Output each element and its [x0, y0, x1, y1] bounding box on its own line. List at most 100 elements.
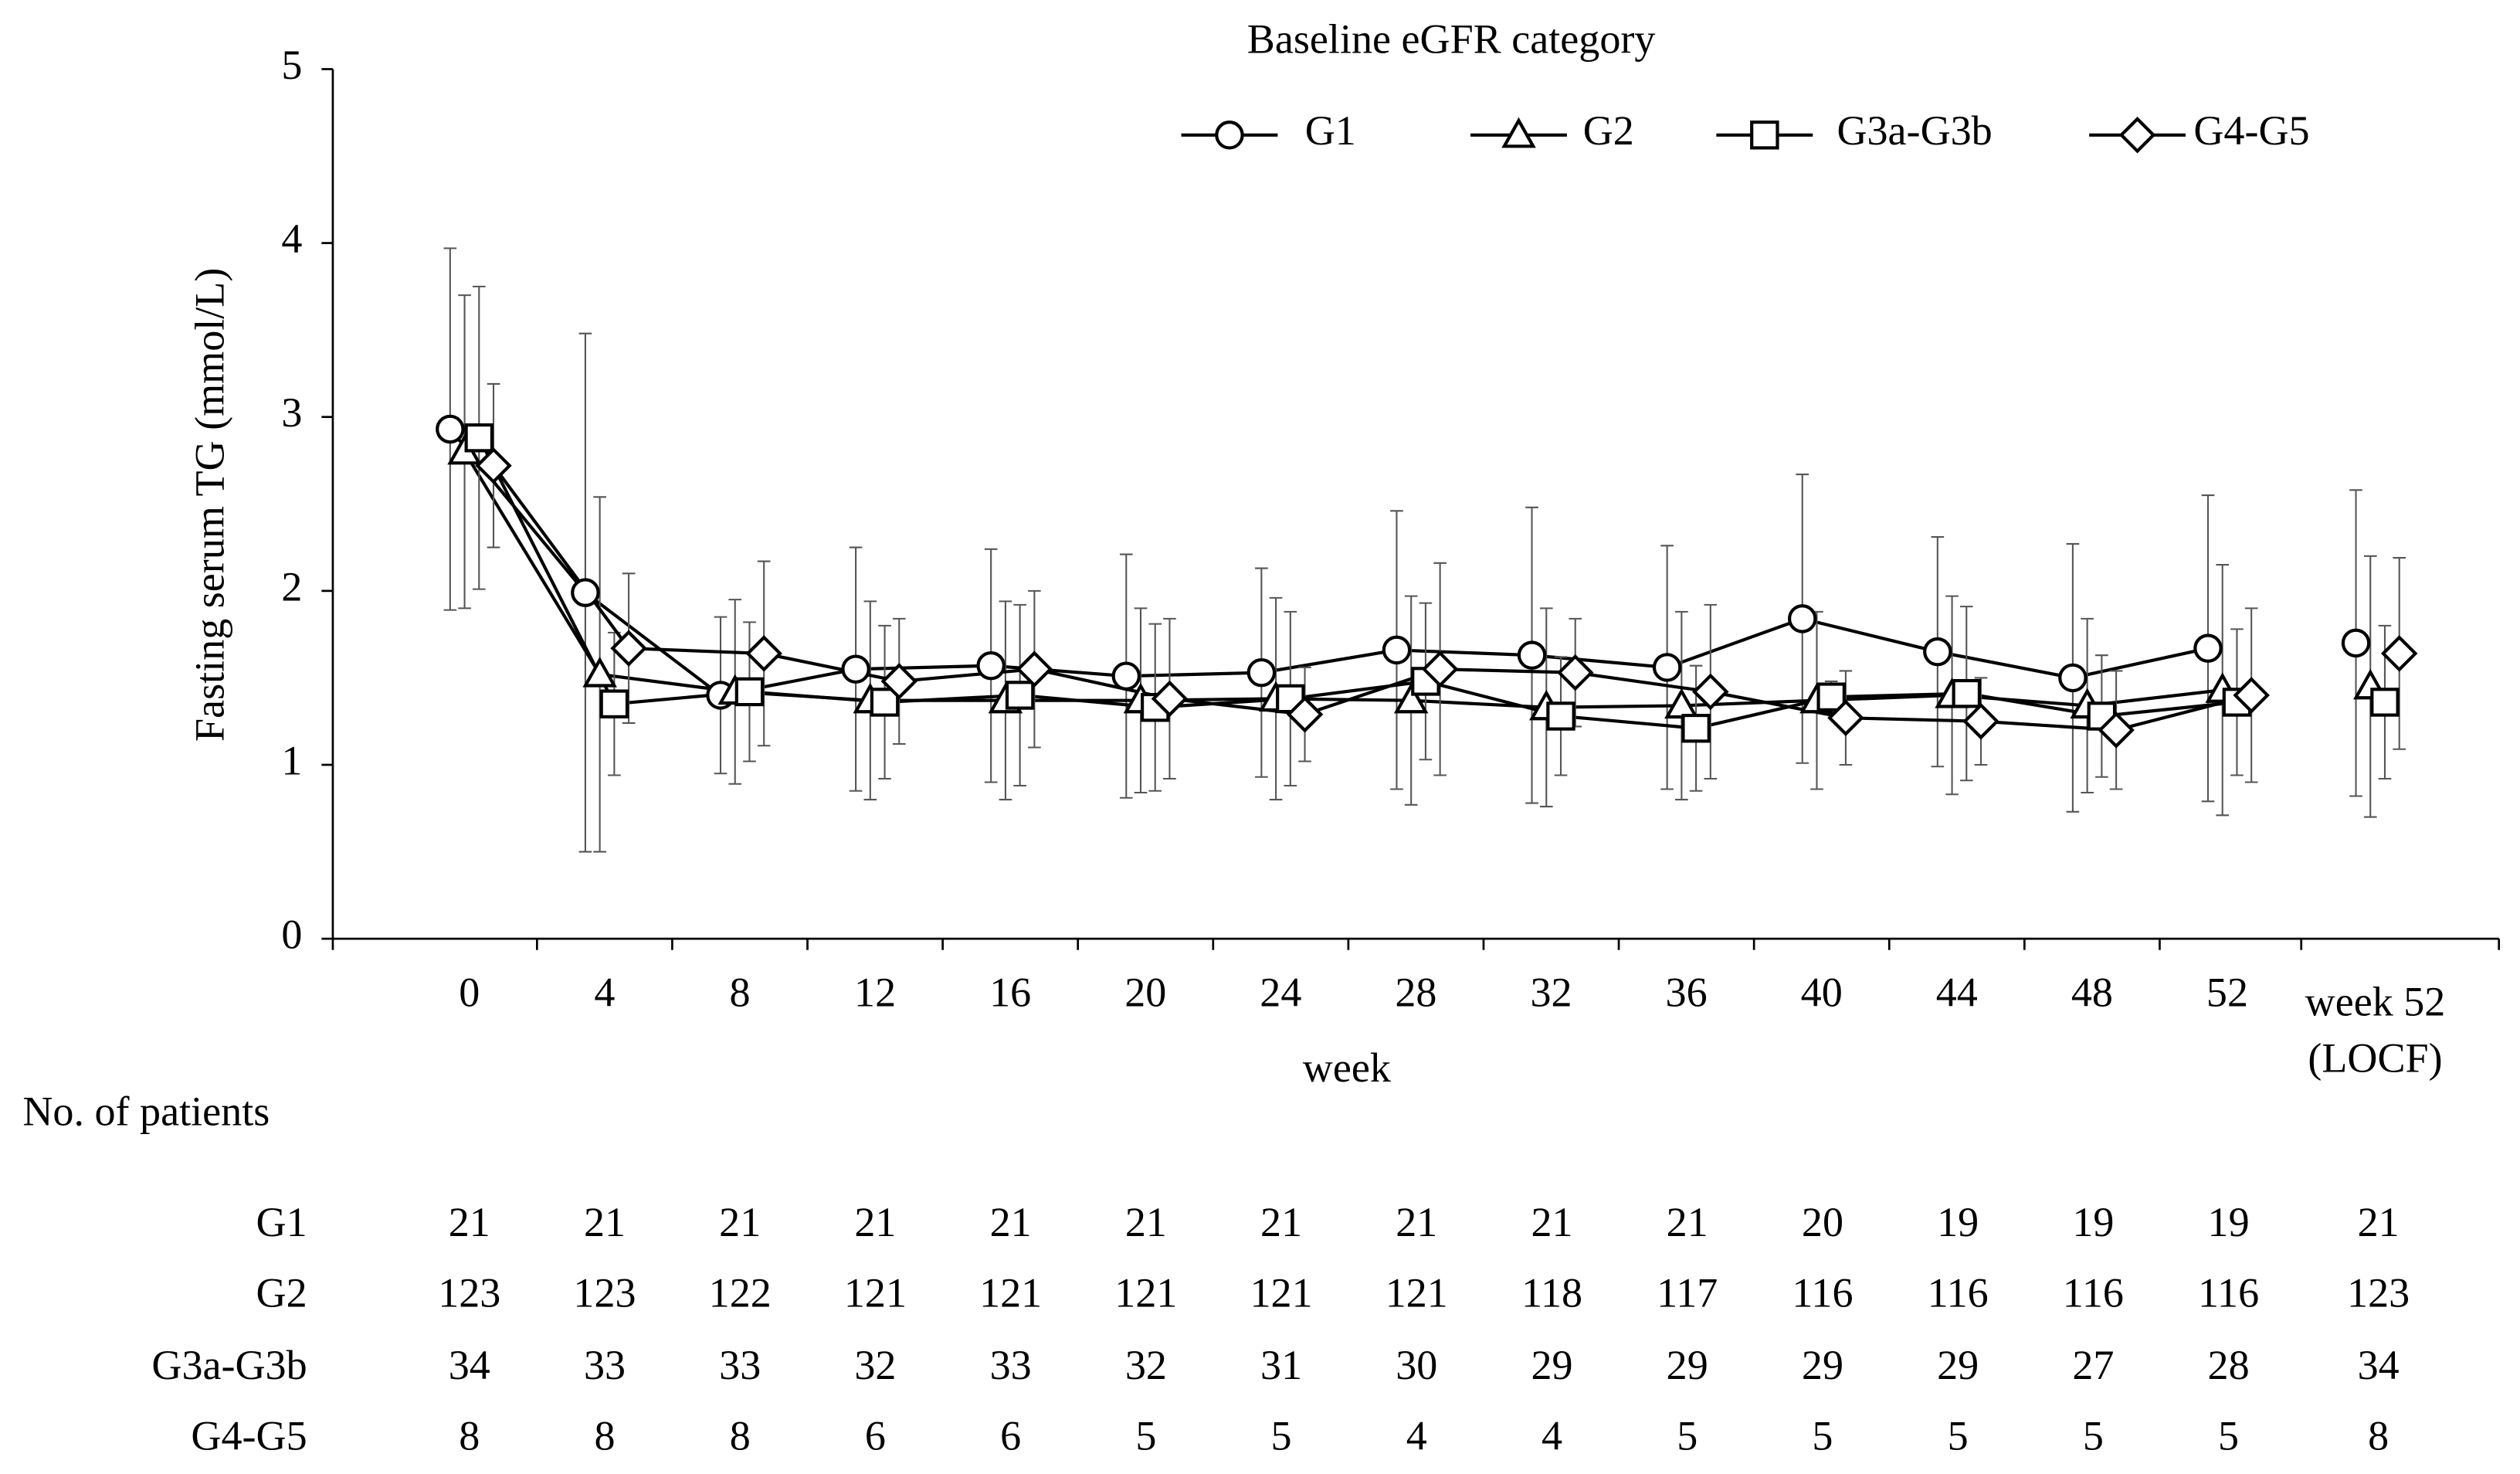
- marker: [2193, 633, 2223, 663]
- table-row-label: G1: [256, 1199, 307, 1245]
- table-cell: 21: [990, 1199, 1032, 1245]
- x-tick-label: 20: [1124, 969, 1166, 1015]
- y-tick-label: 5: [281, 42, 302, 88]
- table-row-label: G4-G5: [191, 1413, 307, 1459]
- table-cell: 6: [865, 1413, 886, 1459]
- table-cell: 21: [719, 1199, 761, 1245]
- marker: [2341, 628, 2371, 658]
- marker: [2370, 688, 2400, 717]
- marker: [745, 635, 782, 672]
- table-cell: 33: [584, 1342, 626, 1388]
- x-tick-label: 36: [1666, 969, 1708, 1015]
- x-tick-label: 52: [2206, 969, 2248, 1015]
- legend-label: G3a-G3b: [1837, 107, 1992, 154]
- table-cell: 117: [1657, 1270, 1718, 1316]
- marker: [1788, 604, 1817, 633]
- x-tick-label: 24: [1260, 969, 1301, 1015]
- legend-label: G1: [1305, 107, 1356, 154]
- table-cell: 121: [979, 1270, 1042, 1316]
- marker: [734, 677, 765, 707]
- y-axis-label: Fasting serum TG (mmol/L): [186, 268, 232, 742]
- marker: [599, 689, 629, 718]
- table-cell: 5: [1812, 1413, 1833, 1459]
- marker: [1692, 673, 1729, 711]
- table-cell: 121: [844, 1270, 907, 1316]
- x-tick-label: 40: [1801, 969, 1843, 1015]
- marker: [2380, 635, 2418, 672]
- legend-label: G2: [1583, 107, 1634, 154]
- table-cell: 21: [1667, 1199, 1708, 1245]
- y-tick-label: 2: [281, 563, 302, 610]
- table-cell: 29: [1531, 1342, 1572, 1388]
- table-cell: 21: [2358, 1199, 2400, 1245]
- table-cell: 121: [1250, 1270, 1313, 1316]
- table-title: No. of patients: [22, 1088, 270, 1134]
- table-cell: 33: [990, 1342, 1032, 1388]
- table-cell: 27: [2072, 1342, 2114, 1388]
- marker: [1952, 678, 1982, 708]
- marker: [1382, 635, 1412, 665]
- marker: [976, 650, 1006, 681]
- marker: [1005, 681, 1035, 710]
- legend-marker: [2118, 117, 2156, 154]
- x-axis-label: week: [1303, 1044, 1392, 1091]
- table-cell: 4: [1542, 1413, 1562, 1459]
- marker: [1546, 701, 1575, 731]
- marker: [1151, 680, 1189, 718]
- marker: [1681, 713, 1711, 743]
- marker: [2233, 677, 2270, 714]
- table-row-label: G2: [256, 1270, 307, 1316]
- marker: [1246, 657, 1277, 688]
- table-cell: 116: [2063, 1270, 2124, 1316]
- marker: [1016, 650, 1053, 688]
- x-tick-label: 44: [1936, 969, 1978, 1015]
- table-cell: 116: [1792, 1270, 1853, 1316]
- table-cell: 21: [854, 1199, 896, 1245]
- table-cell: 33: [719, 1342, 761, 1388]
- marker: [475, 447, 512, 484]
- marker: [1816, 682, 1846, 712]
- y-tick-label: 3: [281, 389, 302, 436]
- y-tick-label: 0: [281, 912, 302, 958]
- marker: [1517, 640, 1547, 670]
- marker: [1421, 650, 1459, 688]
- table-cell: 8: [459, 1413, 480, 1459]
- marker: [464, 423, 494, 453]
- table-cell: 20: [1802, 1199, 1843, 1245]
- x-tick-label: 8: [729, 969, 750, 1015]
- table-cell: 5: [1135, 1413, 1156, 1459]
- table-cell: 5: [1677, 1413, 1698, 1459]
- marker: [870, 688, 900, 717]
- x-tick-label: 48: [2071, 969, 2113, 1015]
- table-cell: 21: [1125, 1199, 1167, 1245]
- y-tick-label: 4: [281, 216, 302, 262]
- marker: [1111, 661, 1141, 691]
- table-cell: 123: [573, 1270, 636, 1316]
- marker: [1652, 653, 1682, 682]
- table-cell: 31: [1260, 1342, 1302, 1388]
- table-cell: 4: [1406, 1413, 1427, 1459]
- table-cell: 118: [1521, 1270, 1582, 1316]
- table-cell: 29: [1667, 1342, 1708, 1388]
- table-cell: 32: [854, 1342, 896, 1388]
- table-cell: 19: [1937, 1199, 1979, 1245]
- table-cell: 5: [1271, 1413, 1292, 1459]
- table-cell: 29: [1802, 1342, 1843, 1388]
- legend-marker: [1501, 117, 1536, 148]
- table-cell: 123: [2347, 1270, 2410, 1316]
- table-cell: 21: [1531, 1199, 1572, 1245]
- x-tick-label: 4: [594, 969, 615, 1015]
- table-cell: 121: [1385, 1270, 1448, 1316]
- x-tick-label: 28: [1395, 969, 1436, 1015]
- table-cell: 21: [449, 1199, 490, 1245]
- table-cell: 19: [2072, 1199, 2114, 1245]
- table-cell: 21: [1396, 1199, 1437, 1245]
- table-cell: 19: [2208, 1199, 2250, 1245]
- table-cell: 6: [1000, 1413, 1021, 1459]
- marker: [610, 630, 647, 667]
- marker: [2098, 712, 2135, 749]
- marker: [880, 663, 918, 700]
- marker: [582, 656, 617, 688]
- legend-marker: [1750, 121, 1779, 150]
